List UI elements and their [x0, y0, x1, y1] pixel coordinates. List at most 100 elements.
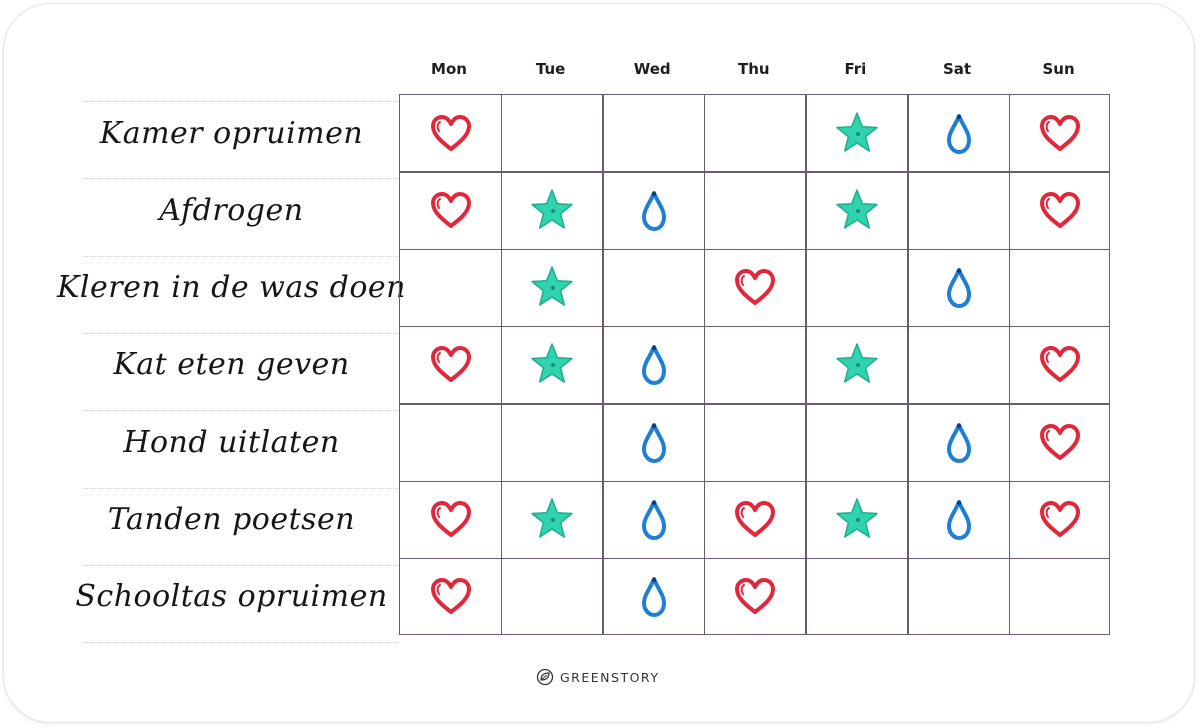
chart-cell [908, 482, 1009, 559]
chart-cell [400, 250, 501, 327]
chart-cell [400, 404, 501, 481]
drop-icon [641, 500, 666, 540]
chart-cell [705, 250, 806, 327]
grid-row-line [400, 403, 1109, 405]
task-label: Schooltas opruimen [75, 579, 388, 615]
star-icon [531, 343, 573, 384]
task-label: Hond uitlaten [123, 424, 340, 460]
chart-cell [400, 172, 501, 249]
chart-cell [400, 95, 501, 172]
chart-cell [603, 404, 704, 481]
day-header-sat: Sat [942, 60, 972, 78]
heart-icon [430, 191, 471, 228]
guide-line [84, 487, 398, 489]
grid-row-line [400, 171, 1109, 173]
heart-icon [1040, 191, 1081, 228]
chart-cell [400, 482, 501, 559]
chart-cell [705, 404, 806, 481]
chart-cell [908, 250, 1009, 327]
brand-logo: GREENSTORY [536, 668, 659, 686]
chart-cell [502, 95, 603, 172]
guide-line [84, 642, 398, 644]
chore-grid [399, 94, 1110, 635]
day-header-wed: Wed [633, 60, 671, 78]
heart-icon [1040, 114, 1081, 151]
task-label: Afdrogen [159, 192, 304, 228]
chart-cell [1010, 172, 1111, 249]
chart-cell [908, 404, 1009, 481]
star-icon [836, 343, 878, 384]
grid-column-line [907, 95, 909, 634]
heart-icon [430, 578, 471, 615]
guide-line [84, 564, 398, 566]
chart-cell [603, 250, 704, 327]
chart-cell [502, 250, 603, 327]
chart-cell [705, 95, 806, 172]
star-icon [531, 498, 573, 538]
task-label: Kamer opruimen [99, 115, 364, 151]
task-label: Kat eten geven [113, 347, 350, 383]
chart-cell [806, 250, 907, 327]
chart-cell [806, 482, 907, 559]
drop-icon [641, 422, 666, 463]
star-icon [531, 189, 573, 229]
chart-cell [603, 559, 704, 636]
chart-cell [1010, 327, 1111, 404]
chart-cell [1010, 95, 1111, 172]
chart-cell [908, 559, 1009, 636]
guide-line [84, 101, 398, 102]
grid-column-line [1008, 95, 1011, 634]
chart-cell [908, 95, 1009, 172]
heart-icon [735, 578, 776, 615]
drop-icon [946, 422, 971, 463]
chart-cell [705, 172, 806, 249]
chart-cell [603, 172, 704, 249]
grid-row-line [400, 325, 1109, 328]
heart-icon [1040, 501, 1081, 537]
chart-cell [705, 327, 806, 404]
grid-row-line [400, 557, 1109, 560]
guide-line [84, 332, 398, 334]
chart-cell [502, 172, 603, 249]
chart-cell [603, 482, 704, 559]
grid-column-line [500, 95, 503, 634]
chart-cell [806, 95, 907, 172]
chart-cell [1010, 482, 1111, 559]
task-label: Tanden poetsen [107, 502, 356, 537]
star-icon [531, 266, 573, 306]
drop-icon [946, 113, 971, 154]
chart-cell [806, 559, 907, 636]
heart-icon [430, 501, 471, 537]
chart-cell [603, 327, 704, 404]
chart-cell [908, 172, 1009, 249]
day-header-sun: Sun [1042, 60, 1075, 78]
heart-icon [735, 501, 776, 537]
drop-icon [641, 577, 666, 618]
chart-cell [502, 404, 603, 481]
chart-cell [1010, 404, 1111, 481]
guide-line [84, 255, 398, 257]
day-header-mon: Mon [431, 60, 467, 78]
chart-cell [400, 327, 501, 404]
star-icon [836, 189, 878, 229]
guide-line [84, 178, 398, 180]
chart-cell [908, 327, 1009, 404]
brand-name: GREENSTORY [560, 669, 660, 685]
heart-icon [430, 114, 471, 151]
drop-icon [946, 500, 971, 540]
chart-cell [705, 559, 806, 636]
task-label: Kleren in de was doen [57, 270, 406, 306]
chart-cell [1010, 250, 1111, 327]
chart-cell [806, 327, 907, 404]
chart-cell [705, 482, 806, 559]
heart-icon [1040, 423, 1081, 460]
chart-cell [502, 559, 603, 636]
star-icon [836, 111, 878, 152]
grid-column-line [602, 95, 604, 634]
drop-icon [946, 268, 971, 309]
grid-row-line [400, 248, 1109, 251]
heart-icon [430, 346, 471, 383]
whiteboard-chore-chart: Mon Tue Wed Thu Fri Sat Sun Kamer opruimen Afdr… [4, 4, 1194, 722]
star-icon [836, 498, 878, 538]
grid-column-line [805, 95, 807, 634]
